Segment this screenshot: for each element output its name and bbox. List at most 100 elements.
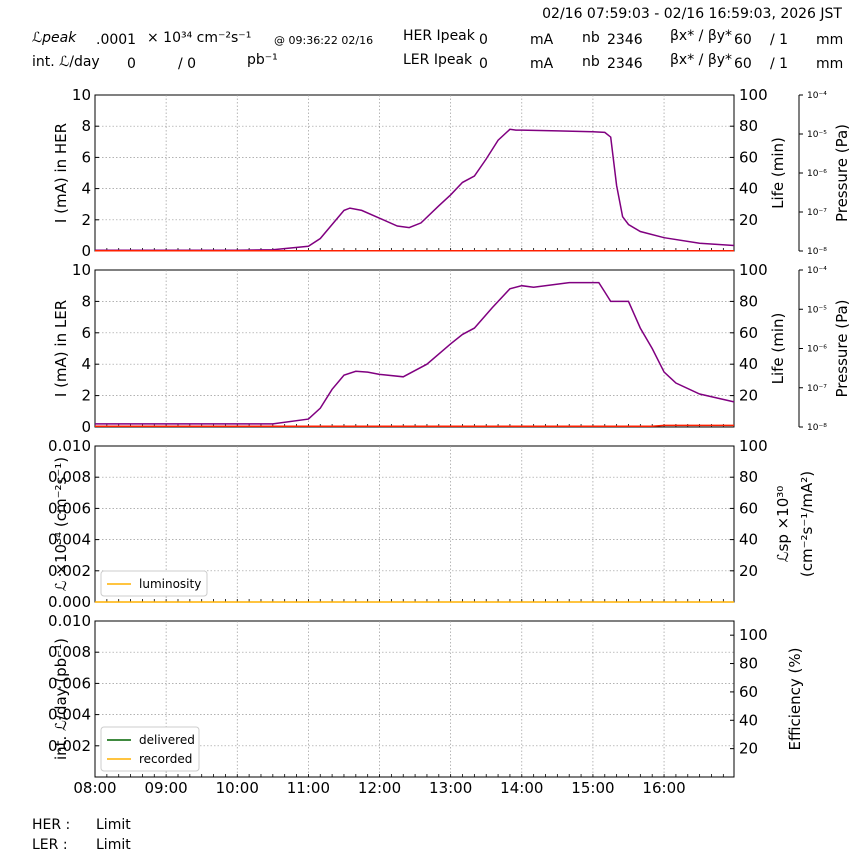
ler-beta-label: βx* / βy*: [670, 52, 733, 68]
y-tick-label: 0.010: [48, 612, 91, 630]
ler-nb-value: 2346: [607, 56, 643, 72]
ler-status-value: Limit: [96, 837, 131, 853]
pressure-tick-label: 10⁻⁶: [807, 169, 827, 179]
y-tick-label: 2: [81, 211, 91, 229]
y2-axis-unit: (cm⁻²s⁻¹/mA²): [798, 471, 816, 577]
y-tick-label: 0: [81, 242, 91, 260]
lpeak-label: ℒpeak: [32, 30, 77, 46]
lpeak-time: @ 09:36:22 02/16: [274, 34, 374, 47]
lpeak-value: .0001: [96, 32, 137, 48]
y-tick-label: 10: [72, 261, 91, 279]
y2-tick-label: 80: [739, 468, 758, 486]
x-tick-label: 15:00: [571, 779, 614, 797]
pressure-tick-label: 10⁻⁵: [807, 130, 827, 140]
y-tick-label: 10: [72, 86, 91, 104]
series-line-ler-1: [95, 424, 734, 427]
pressure-tick-label: 10⁻⁸: [807, 423, 827, 433]
x-tick-label: 13:00: [429, 779, 472, 797]
y-tick-label: 0.004: [48, 531, 91, 549]
her-beta-unit: mm: [816, 32, 844, 48]
x-tick-label: 08:00: [73, 779, 116, 797]
legend-box: [100, 726, 200, 772]
y2-tick-label: 20: [739, 562, 758, 580]
her-ipeak-label: HER Ipeak: [403, 28, 475, 44]
y2-tick-label: 20: [739, 740, 758, 758]
ler-beta-x: 60: [734, 56, 752, 72]
y-tick-label: 8: [81, 292, 91, 310]
ler-ipeak-label: LER Ipeak: [403, 52, 473, 68]
her-beta-label: βx* / βy*: [670, 28, 733, 44]
legend-box: [100, 570, 208, 597]
her-nb-label: nb: [582, 30, 600, 46]
y2-tick-label: 20: [739, 211, 758, 229]
y2-tick-label: 40: [739, 711, 758, 729]
plot-frame-her: [94, 94, 735, 252]
lpeak-unit: × 10³⁴ cm⁻²s⁻¹: [147, 30, 252, 46]
y-axis-label: ℒ ×10³⁴ (cm⁻²s⁻¹): [52, 457, 70, 591]
y2-tick-label: 100: [739, 261, 768, 279]
y-tick-label: 0.006: [48, 674, 91, 692]
x-tick-label: 16:00: [642, 779, 685, 797]
y2-axis-label: Efficiency (%): [786, 648, 804, 751]
y2-axis-label: ℒsp ×10³⁰: [774, 486, 792, 563]
legend-label-delivered: delivered: [139, 733, 195, 747]
x-tick-label: 09:00: [145, 779, 188, 797]
ler-nb-label: nb: [582, 54, 600, 70]
y2-tick-label: 60: [739, 324, 758, 342]
y-axis-label: I (mA) in HER: [52, 123, 70, 223]
pressure-axis-label: Pressure (Pa): [833, 124, 851, 222]
pressure-tick-label: 10⁻⁶: [807, 345, 827, 355]
y-axis-label: int. ℒ/day (pb⁻¹): [52, 638, 70, 760]
intl-value: 0: [127, 56, 136, 72]
pressure-tick-label: 10⁻⁴: [807, 91, 827, 101]
pressure-axis-label: Pressure (Pa): [833, 299, 851, 397]
ler-ipeak-unit: mA: [530, 56, 554, 72]
y-tick-label: 6: [81, 148, 91, 166]
ler-beta-unit: mm: [816, 56, 844, 72]
y-tick-label: 0.008: [48, 468, 91, 486]
her-status-label: HER :: [32, 817, 71, 833]
y-tick-label: 0.000: [48, 593, 91, 611]
intl-label: int. ℒ/day: [32, 54, 100, 70]
y-tick-label: 2: [81, 387, 91, 405]
y-tick-label: 0: [81, 418, 91, 436]
pressure-tick-label: 10⁻⁴: [807, 266, 827, 276]
ler-beta-y: / 1: [770, 56, 789, 72]
her-ipeak-unit: mA: [530, 32, 554, 48]
intl-sep: / 0: [178, 56, 197, 72]
her-nb-value: 2346: [607, 32, 643, 48]
ler-ipeak-value: 0: [479, 56, 488, 72]
y2-tick-label: 20: [739, 387, 758, 405]
y-tick-label: 0.006: [48, 499, 91, 517]
y2-tick-label: 100: [739, 626, 768, 644]
x-tick-label: 10:00: [216, 779, 259, 797]
ler-status-label: LER :: [32, 837, 68, 853]
y-tick-label: 4: [81, 355, 91, 373]
y-tick-label: 8: [81, 117, 91, 135]
y2-tick-label: 80: [739, 655, 758, 673]
y2-tick-label: 80: [739, 292, 758, 310]
y-tick-label: 4: [81, 180, 91, 198]
y-tick-label: 0.004: [48, 706, 91, 724]
x-tick-label: 12:00: [358, 779, 401, 797]
y-tick-label: 0.010: [48, 437, 91, 455]
x-tick-label: 14:00: [500, 779, 543, 797]
intl-unit: pb⁻¹: [247, 52, 278, 68]
y-tick-label: 0.002: [48, 562, 91, 580]
her-beta-x: 60: [734, 32, 752, 48]
pressure-tick-label: 10⁻⁸: [807, 247, 827, 257]
pressure-tick-label: 10⁻⁵: [807, 305, 827, 315]
her-status-value: Limit: [96, 817, 131, 833]
y-tick-label: 0.002: [48, 737, 91, 755]
y2-tick-label: 100: [739, 86, 768, 104]
y-axis-label: I (mA) in LER: [52, 300, 70, 397]
y2-axis-label: Life (min): [769, 313, 787, 385]
y2-tick-label: 40: [739, 531, 758, 549]
her-ipeak-value: 0: [479, 32, 488, 48]
y2-tick-label: 80: [739, 117, 758, 135]
pressure-tick-label: 10⁻⁷: [807, 384, 827, 394]
y-tick-label: 6: [81, 324, 91, 342]
y2-tick-label: 60: [739, 683, 758, 701]
plot-frame-ler: [94, 269, 735, 428]
